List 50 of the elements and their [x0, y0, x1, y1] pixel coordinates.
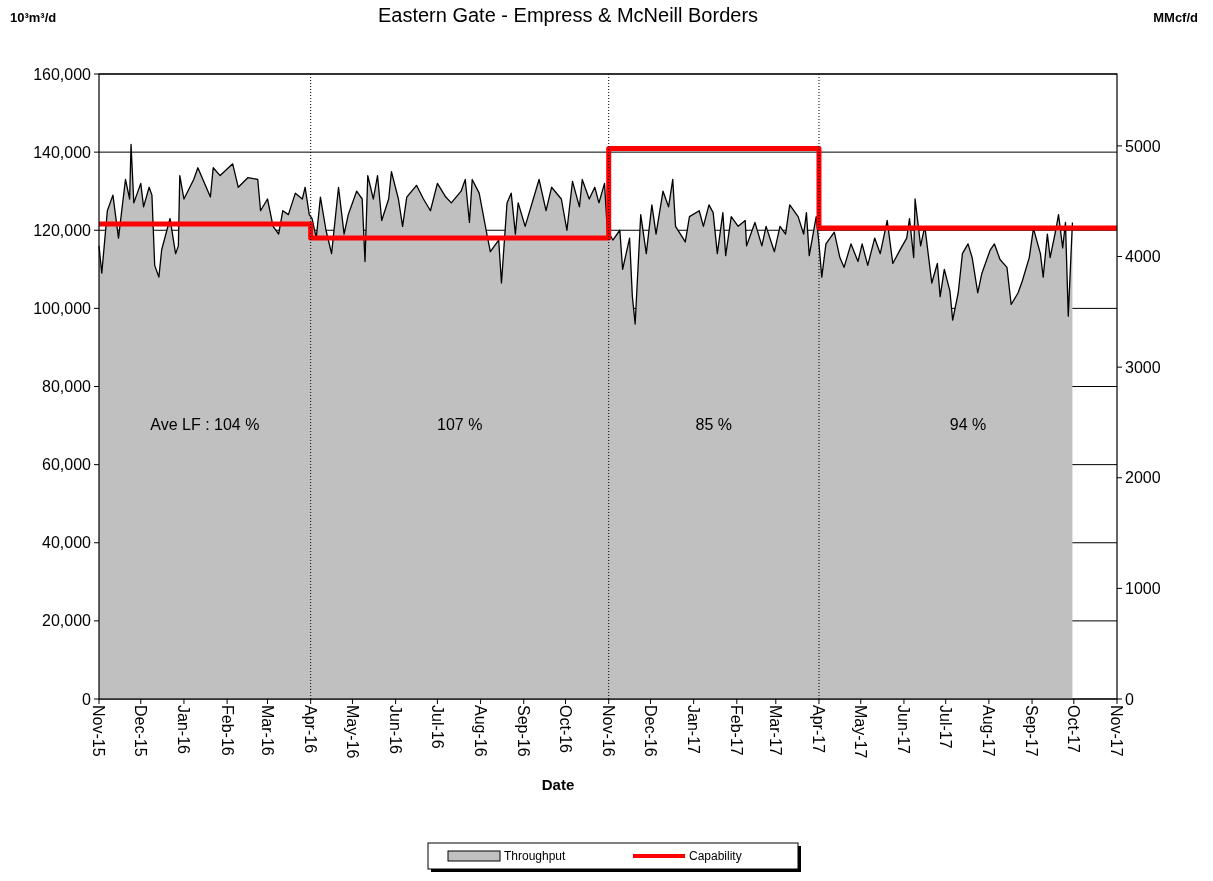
y-tick-label: 120,000: [33, 221, 92, 239]
x-tick-label: Nov-17: [1108, 705, 1126, 757]
y-tick-label: 160,000: [33, 65, 92, 83]
y-axis-title: 10³m³/d: [10, 10, 57, 25]
x-tick-label: Feb-17: [728, 705, 746, 756]
x-tick-label: Sep-16: [515, 705, 533, 757]
x-tick-label: Apr-17: [810, 705, 828, 754]
x-tick-label: Feb-16: [218, 705, 236, 756]
x-tick-label: Jul-16: [428, 705, 446, 749]
x-tick-label: Nov-16: [600, 705, 618, 757]
y-tick-label: 140,000: [33, 143, 92, 161]
annotation: Ave LF : 104 %: [150, 416, 260, 434]
y-tick-label: 100,000: [33, 299, 92, 317]
y2-tick-label: 4000: [1125, 248, 1161, 266]
x-tick-label: Mar-16: [258, 705, 276, 756]
x-tick-label: Apr-16: [302, 705, 320, 754]
y-tick-label: 20,000: [42, 612, 92, 630]
x-tick-label: Oct-17: [1065, 705, 1083, 754]
x-tick-label: Jul-17: [937, 705, 955, 749]
y-tick-label: 0: [82, 690, 92, 708]
x-tick-label: Mar-17: [767, 705, 785, 756]
x-tick-label: Oct-16: [556, 705, 574, 754]
y2-tick-label: 2000: [1125, 469, 1161, 487]
x-tick-label: Jan-16: [175, 705, 193, 755]
x-tick-label: Aug-16: [471, 705, 489, 757]
x-tick-label: Sep-17: [1023, 705, 1041, 757]
y-tick-label: 40,000: [42, 534, 92, 552]
x-tick-label: Jun-17: [895, 705, 913, 755]
legend-label: Throughput: [504, 849, 567, 864]
annotation: 94 %: [949, 416, 987, 434]
x-tick-label: Aug-17: [980, 705, 998, 757]
x-axis-title: Date: [541, 776, 575, 793]
y2-tick-label: 3000: [1125, 358, 1161, 376]
x-tick-label: Jan-17: [685, 705, 703, 755]
y2-axis-title: MMcf/d: [1153, 10, 1199, 25]
y-tick-label: 60,000: [42, 456, 92, 474]
x-tick-label: May-16: [343, 705, 361, 759]
x-tick-label: Dec-16: [641, 705, 659, 757]
x-tick-label: Jun-16: [387, 705, 405, 755]
y2-tick-label: 5000: [1125, 137, 1161, 155]
annotation: 85 %: [695, 416, 733, 434]
chart-title: Eastern Gate - Empress & McNeill Borders: [377, 4, 759, 26]
x-tick-label: Nov-15: [90, 705, 108, 757]
legend-label: Capability: [689, 849, 742, 864]
y2-tick-label: 1000: [1125, 579, 1161, 597]
y2-tick-label: 0: [1125, 690, 1134, 708]
y-tick-label: 80,000: [42, 378, 92, 396]
annotation: 107 %: [437, 416, 483, 434]
x-tick-label: May-17: [852, 705, 870, 759]
x-tick-label: Dec-15: [132, 705, 150, 757]
